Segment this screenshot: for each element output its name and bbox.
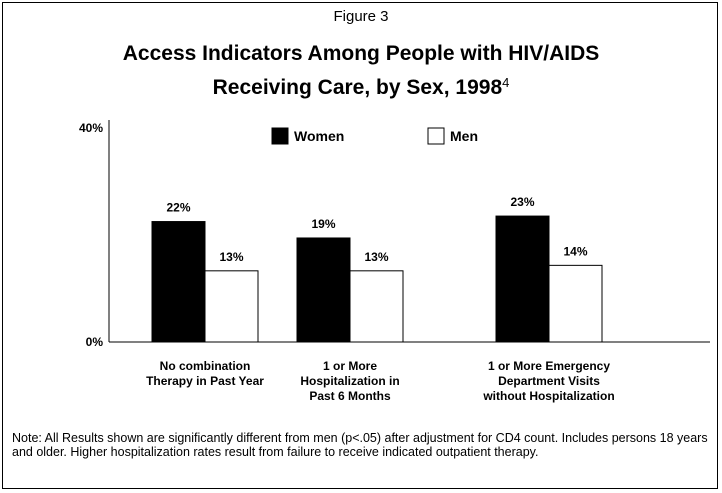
bar-men [548,264,603,343]
bar-value-label: 19% [311,217,335,231]
bar-women [296,237,351,343]
chart-title-line1: Access Indicators Among People with HIV/… [122,42,600,65]
bar-value-label: 22% [166,201,190,215]
category-label: Therapy in Past Year [146,374,264,388]
legend-label-women: Women [294,128,344,144]
y-tick-label: 0% [86,335,104,349]
legend-label-men: Men [450,128,478,144]
bar-value-label: 13% [219,250,243,264]
chart-title-line2-text: Receiving Care, by Sex, 1998 [212,76,503,99]
chart-title-line2: Receiving Care, by Sex, 19984 [0,75,722,100]
bar-value-label: 23% [510,195,534,209]
bar-men [204,270,259,343]
legend-swatch-women [271,127,289,145]
category-label: 1 or More Emergency [488,359,610,373]
category-label: Past 6 Months [309,389,391,403]
category-label: Department Visits [498,374,600,388]
bar-women [495,215,550,343]
category-label: No combination [160,359,251,373]
figure-label: Figure 3 [333,8,389,25]
footnote: Note: All Results shown are significantl… [12,431,708,459]
bar-value-label: 13% [364,250,388,264]
legend-swatch-men [427,127,445,145]
bar-women [151,221,206,343]
figure-frame [2,2,718,489]
category-label: 1 or More [323,359,377,373]
bar-men [349,270,404,343]
category-label: Hospitalization in [300,374,399,388]
title-footnote-ref: 4 [502,75,510,90]
y-tick-label: 40% [79,121,103,135]
bar-value-label: 14% [563,244,587,258]
category-label: without Hospitalization [482,389,614,403]
